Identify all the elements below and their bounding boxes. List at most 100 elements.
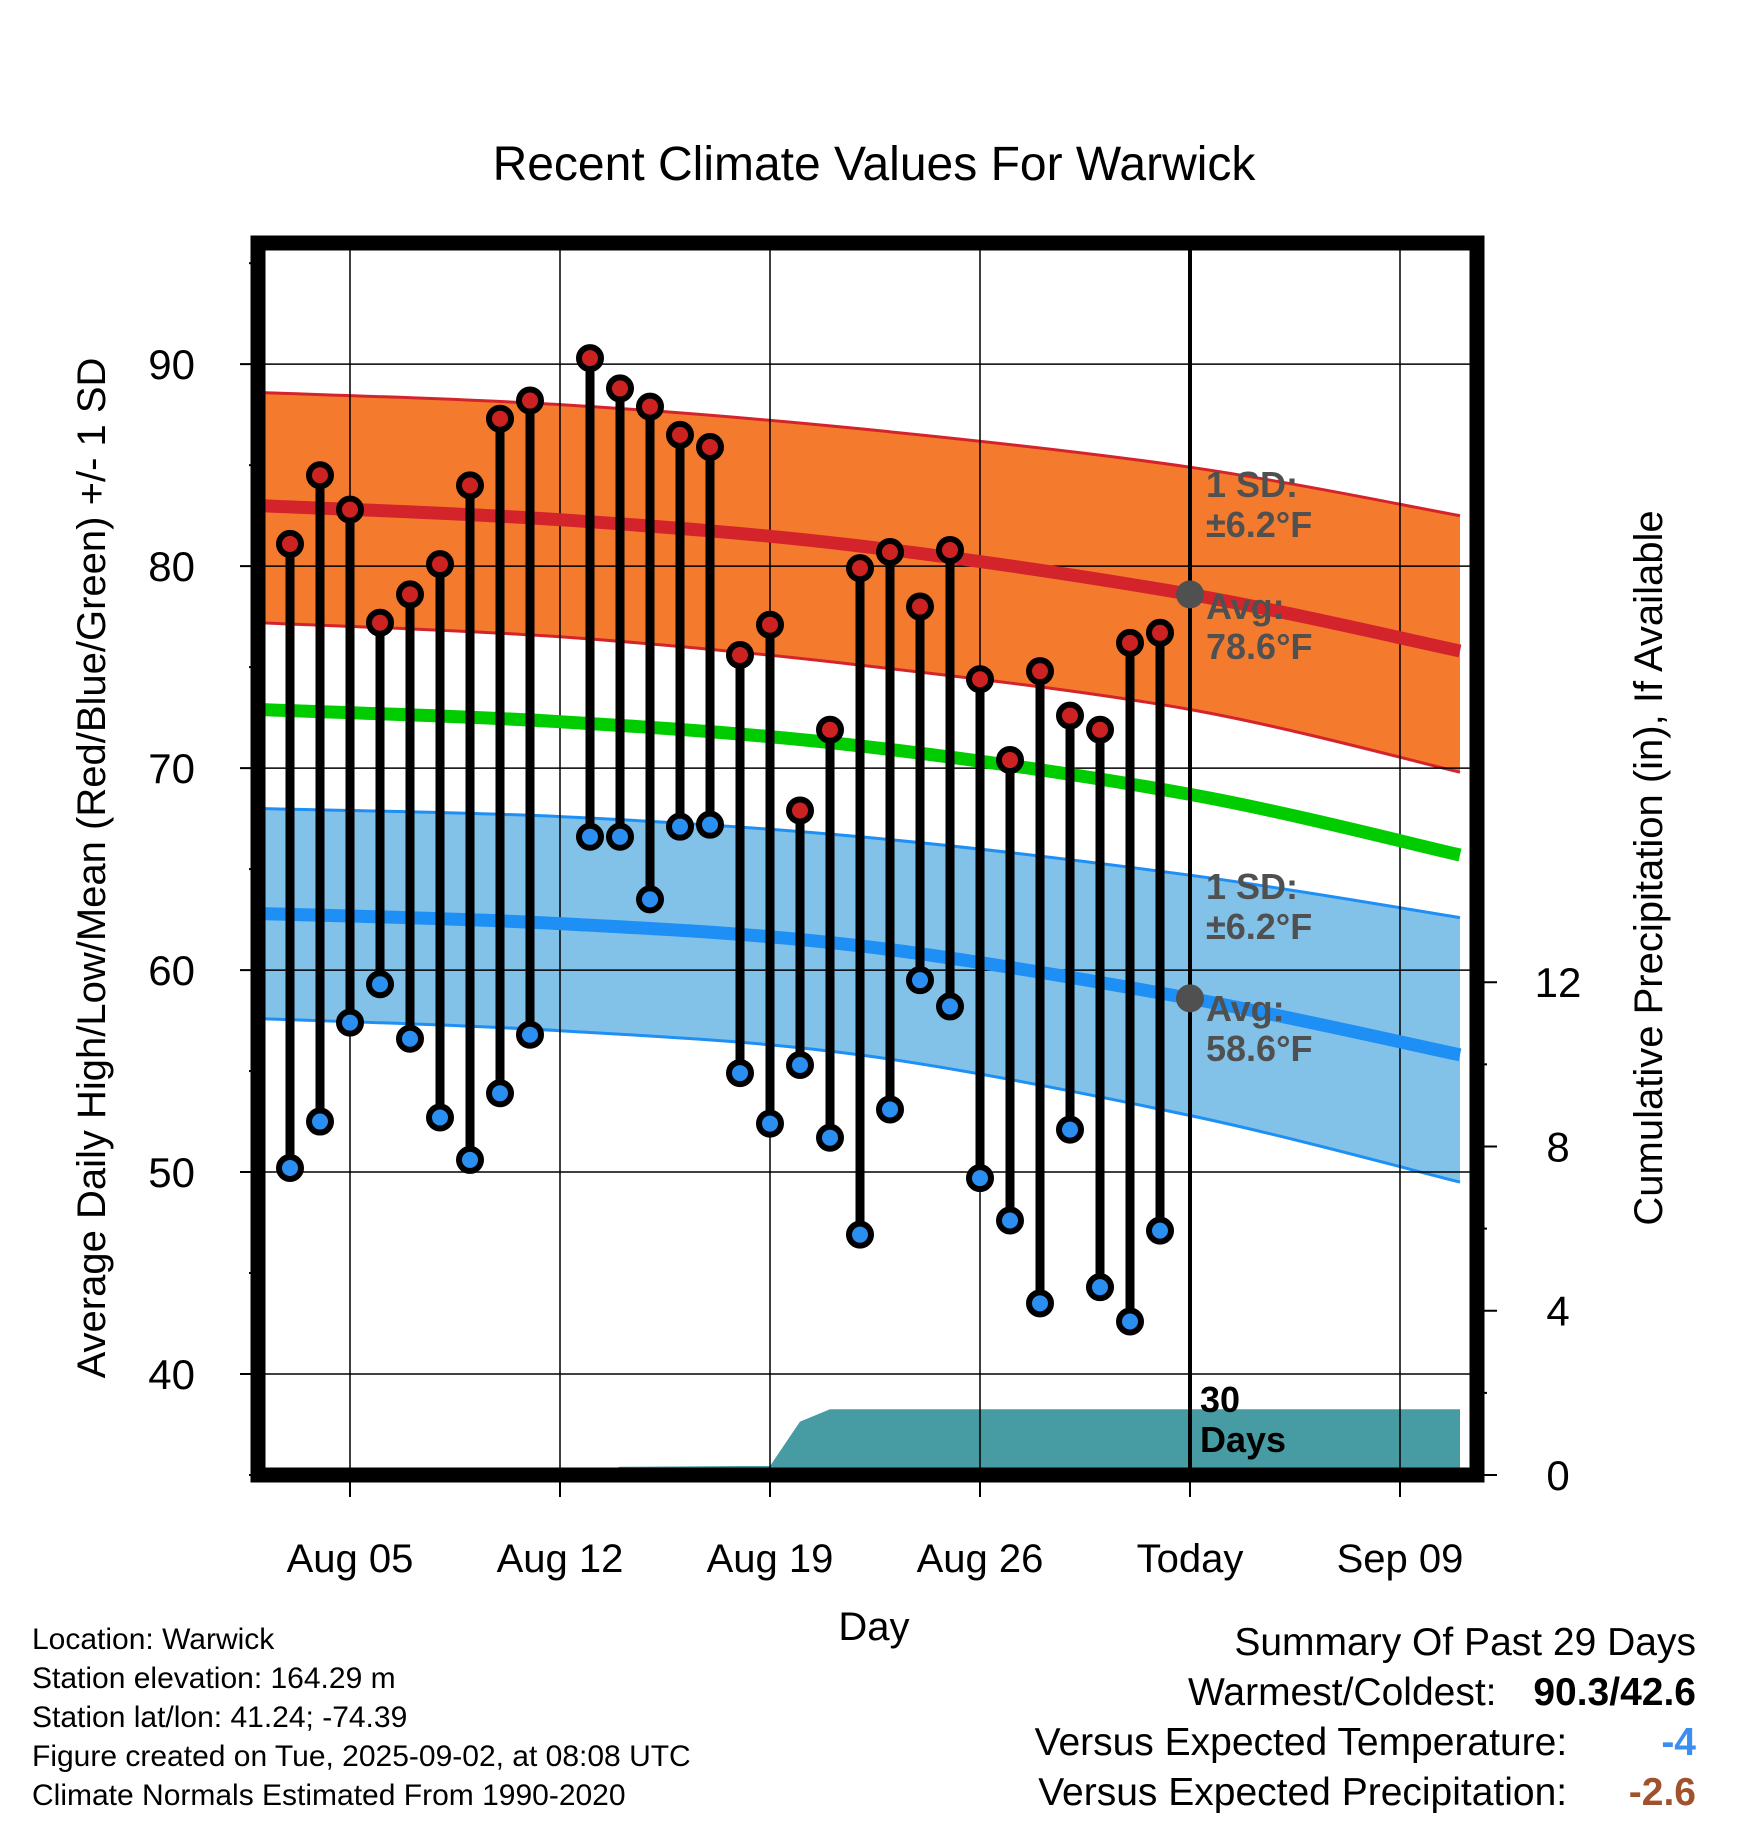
daily-high-point [906,592,934,621]
warm-cold-label: Warmest/Coldest: [1188,1671,1497,1714]
x-tick-label: Aug 12 [497,1537,624,1581]
summary-title: Summary Of Past 29 Days [1234,1621,1696,1664]
temp-departure-value: -4 [1661,1721,1696,1764]
daily-high-point [366,608,394,637]
daily-high-point [936,535,964,564]
daily-low-point [756,1109,784,1138]
daily-high-point [1146,618,1174,647]
daily-high-point [786,796,814,825]
daily-high-point [966,665,994,694]
daily-high-point [666,420,694,449]
today-low-marker [1176,984,1204,1013]
daily-low-point [636,885,664,914]
right-tick-label: 4 [1546,1288,1569,1335]
x-tick-label: Aug 26 [917,1537,1044,1581]
precip-departure-value: -2.6 [1628,1771,1696,1814]
location-text: Location: Warwick [32,1623,275,1656]
right-tick-label: 8 [1546,1123,1569,1170]
daily-high-point [996,746,1024,775]
daily-low-point [936,992,964,1021]
created-text: Figure created on Tue, 2025-09-02, at 08… [32,1740,691,1773]
daily-low-point [306,1107,334,1136]
plot-frame [250,235,1485,1483]
daily-high-point [636,392,664,421]
daily-high-point [1056,701,1084,730]
daily-low-point [606,822,634,851]
daily-high-point [1116,628,1144,657]
low-avg-annotation: Avg: 58.6°F [1206,988,1312,1069]
daily-low-point [1146,1216,1174,1245]
daily-high-point [276,529,304,558]
daily-low-point [966,1164,994,1193]
daily-high-point [396,580,424,609]
daily-low-point [336,1008,364,1037]
daily-low-point [366,970,394,999]
daily-low-point [696,810,724,839]
today-high-marker [1176,580,1204,609]
right-tick-label: 12 [1535,959,1582,1006]
x-tick-label: Aug 05 [287,1537,414,1581]
chart-title: Recent Climate Values For Warwick [493,138,1257,191]
daily-low-point [516,1020,544,1049]
normals-text: Climate Normals Estimated From 1990-2020 [32,1779,626,1812]
window-annotation: 30 Days [1200,1379,1286,1460]
x-axis-label: Day [838,1605,909,1649]
x-tick-label: Today [1137,1537,1244,1581]
left-tick-label: 80 [148,543,195,590]
daily-high-point [1026,657,1054,686]
daily-high-point [486,404,514,433]
high-avg-line [259,499,1462,658]
high-sd-annotation: 1 SD: ±6.2°F [1206,464,1312,545]
daily-low-point [396,1024,424,1053]
left-tick-label: 40 [148,1351,195,1398]
daily-high-point [336,495,364,524]
summary-panel: Summary Of Past 29 Days Warmest/Coldest:… [1035,1618,1696,1818]
daily-low-point [996,1206,1024,1235]
daily-low-point [276,1154,304,1183]
daily-low-point [426,1103,454,1132]
daily-high-point [1086,715,1114,744]
daily-low-point [1086,1273,1114,1302]
high-sd-band-upper-edge [259,391,1461,518]
elevation-text: Station elevation: 164.29 m [32,1662,396,1695]
daily-low-point [1026,1289,1054,1318]
daily-high-point [516,386,544,415]
y-axis-label-right: Cumulative Precipitation (in), If Availa… [1627,510,1671,1225]
station-info: Location: Warwick Station elevation: 164… [32,1620,691,1815]
daily-low-point [786,1051,814,1080]
y-axis-label-left: Average Daily High/Low/Mean (Red/Blue/Gr… [70,358,114,1379]
daily-high-point [606,374,634,403]
left-tick-label: 90 [148,341,195,388]
daily-high-point [816,715,844,744]
daily-high-point [306,461,334,490]
plot-area: 1 SD: ±6.2°F Avg: 78.6°F 1 SD: ±6.2°F Avg: 58.6… [148,235,1582,1581]
warm-cold-value: 90.3/42.6 [1533,1671,1696,1714]
daily-low-point [846,1220,874,1249]
daily-low-point [486,1079,514,1108]
daily-low-point [576,822,604,851]
daily-high-point [846,554,874,583]
daily-high-point [696,432,724,461]
daily-low-point [726,1059,754,1088]
x-tick-label: Sep 09 [1337,1537,1464,1581]
latlon-text: Station lat/lon: 41.24; -74.39 [32,1701,408,1734]
temp-departure-label: Versus Expected Temperature: [1034,1721,1568,1764]
left-tick-label: 70 [148,745,195,792]
daily-high-point [756,610,784,639]
left-tick-label: 50 [148,1149,195,1196]
daily-low-point [816,1123,844,1152]
high-avg-annotation: Avg: 78.6°F [1206,586,1312,667]
daily-high-point [726,641,754,670]
daily-low-point [456,1145,484,1174]
daily-high-point [456,471,484,500]
daily-high-point [426,550,454,579]
daily-low-point [876,1095,904,1124]
daily-low-point [1056,1115,1084,1144]
daily-low-point [666,812,694,841]
right-tick-label: 0 [1546,1452,1569,1499]
daily-high-point [576,344,604,373]
low-sd-annotation: 1 SD: ±6.2°F [1206,866,1312,947]
daily-high-point [876,538,904,567]
precip-area [260,1409,1460,1475]
